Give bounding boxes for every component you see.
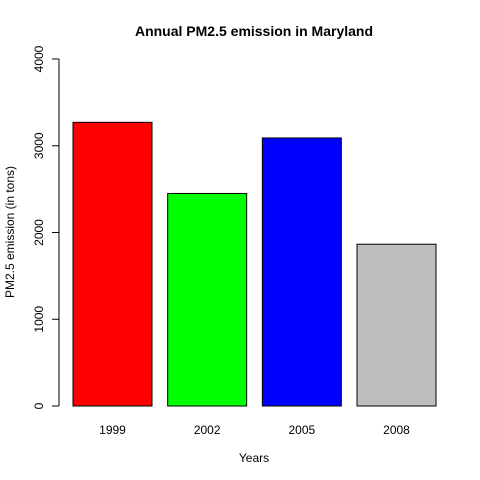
y-tick-label: 4000 [32,45,46,72]
x-axis-label: Years [239,451,269,465]
y-axis-label: PM2.5 emission (in tons) [3,166,17,298]
y-tick-label: 1000 [32,306,46,333]
y-tick-label: 0 [32,402,46,409]
bar-2002 [167,192,248,407]
chart-title: Annual PM2.5 emission in Maryland [135,23,373,39]
y-axis: 0 1000 2000 3000 4000 [32,45,60,409]
bar-2005 [261,137,342,407]
x-tick-labels: 1999 2002 2005 2008 [99,423,410,437]
x-tick-label: 2002 [194,423,221,437]
y-tick-label: 2000 [32,219,46,246]
x-tick-label: 2008 [383,423,410,437]
bars-group [72,121,437,407]
bar-1999 [72,121,153,407]
bar-2008 [356,243,437,407]
x-tick-label: 2005 [288,423,315,437]
x-tick-label: 1999 [99,423,126,437]
y-tick-label: 3000 [32,132,46,159]
